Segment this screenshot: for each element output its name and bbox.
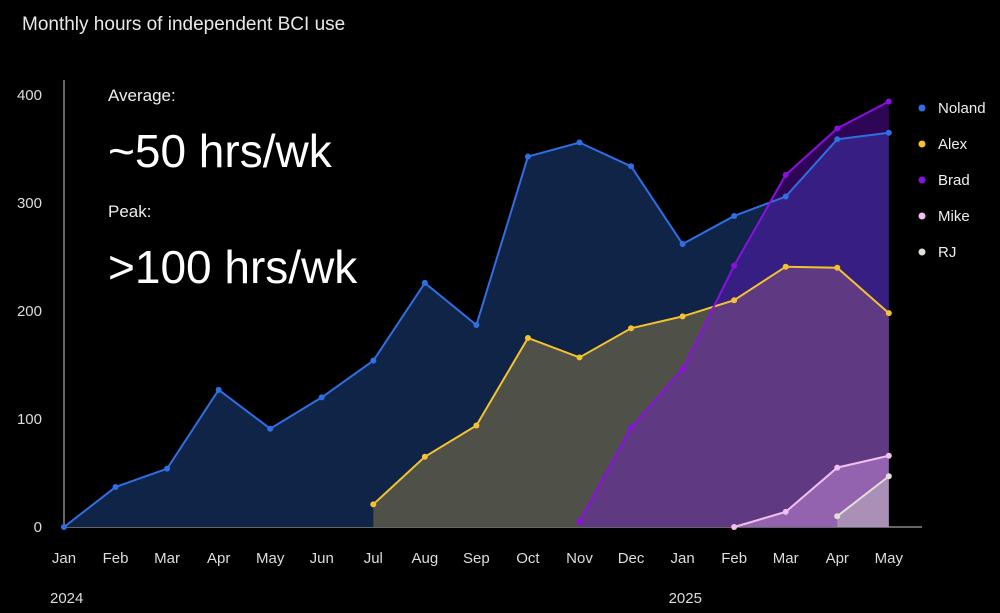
- line-mike: [733, 454, 890, 528]
- data-point-mike: [731, 524, 738, 530]
- data-point-mike: [885, 452, 892, 459]
- data-point-brad: [885, 98, 892, 105]
- data-point-alex: [473, 422, 480, 429]
- data-point-noland: [679, 241, 686, 248]
- data-point-noland: [267, 425, 274, 432]
- x-tick-label: Nov: [566, 550, 593, 567]
- data-point-noland: [421, 279, 428, 286]
- x-tick-label: Jan: [52, 550, 76, 567]
- legend-label-alex: Alex: [938, 136, 968, 153]
- line-rj: [836, 475, 890, 517]
- y-tick-label: 100: [17, 411, 42, 428]
- y-tick-label: 400: [17, 87, 42, 104]
- x-tick-label: Feb: [721, 550, 747, 567]
- data-point-noland: [885, 129, 892, 136]
- data-point-noland: [370, 357, 377, 364]
- data-point-alex: [524, 335, 531, 341]
- area-alex: [373, 266, 889, 527]
- legend-label-noland: Noland: [938, 100, 986, 117]
- data-point-alex: [834, 264, 841, 271]
- average-value: ~50 hrs/wk: [108, 125, 332, 177]
- data-point-alex: [679, 313, 686, 320]
- peak-label: Peak:: [108, 202, 152, 221]
- year-label: 2025: [669, 590, 702, 607]
- data-point-brad: [628, 424, 635, 431]
- x-tick-label: Jun: [310, 550, 334, 567]
- area-mike: [734, 455, 889, 527]
- data-point-mike: [782, 508, 789, 515]
- data-point-noland: [473, 322, 480, 329]
- data-point-noland: [215, 386, 222, 393]
- data-point-alex: [782, 263, 789, 270]
- legend-label-brad: Brad: [938, 172, 970, 189]
- data-point-mike: [834, 464, 841, 471]
- data-point-noland: [576, 139, 583, 146]
- data-point-noland: [782, 193, 789, 200]
- data-point-noland: [112, 484, 119, 491]
- data-point-alex: [421, 453, 428, 460]
- data-point-alex: [731, 297, 738, 304]
- area-brad: [579, 101, 889, 527]
- legend-marker-mike: [918, 212, 926, 220]
- x-tick-label: Mar: [154, 550, 180, 567]
- x-tick-label: Apr: [207, 550, 230, 567]
- data-point-alex: [370, 501, 377, 508]
- legend-marker-brad: [918, 176, 926, 184]
- peak-value: >100 hrs/wk: [108, 241, 358, 293]
- data-point-noland: [524, 153, 531, 160]
- data-point-rj: [885, 473, 892, 480]
- x-tick-label: Feb: [103, 550, 129, 567]
- legend-marker-noland: [918, 104, 926, 112]
- data-point-noland: [731, 212, 738, 219]
- average-label: Average:: [108, 86, 176, 105]
- data-point-brad: [782, 171, 789, 178]
- x-tick-label: May: [875, 550, 904, 567]
- year-label: 2024: [50, 590, 83, 607]
- x-tick-label: Sep: [463, 550, 490, 567]
- data-point-brad: [679, 366, 686, 373]
- data-point-alex: [576, 354, 583, 361]
- data-point-brad: [834, 125, 841, 132]
- y-tick-label: 300: [17, 195, 42, 212]
- x-tick-label: Apr: [826, 550, 849, 567]
- legend-label-rj: RJ: [938, 244, 956, 261]
- legend-marker-rj: [918, 248, 926, 256]
- legend-label-mike: Mike: [938, 208, 970, 225]
- data-point-alex: [628, 325, 635, 332]
- data-point-noland: [61, 524, 67, 530]
- data-point-brad: [576, 518, 583, 525]
- data-point-alex: [885, 310, 892, 317]
- x-tick-label: Jul: [364, 550, 383, 567]
- y-tick-label: 0: [34, 519, 42, 536]
- data-point-noland: [318, 394, 325, 401]
- data-point-noland: [628, 163, 635, 170]
- x-tick-label: Dec: [618, 550, 645, 567]
- x-tick-label: Mar: [773, 550, 799, 567]
- chart-title: Monthly hours of independent BCI use: [22, 14, 346, 35]
- x-tick-label: May: [256, 550, 285, 567]
- area-rj: [837, 476, 889, 527]
- x-tick-label: Jan: [671, 550, 695, 567]
- data-point-noland: [164, 465, 171, 472]
- x-tick-label: Aug: [411, 550, 438, 567]
- legend-marker-alex: [918, 140, 926, 148]
- y-tick-label: 200: [17, 303, 42, 320]
- data-point-rj: [834, 513, 841, 520]
- x-tick-label: Oct: [516, 550, 540, 567]
- data-point-brad: [731, 262, 738, 269]
- data-point-noland: [834, 136, 841, 143]
